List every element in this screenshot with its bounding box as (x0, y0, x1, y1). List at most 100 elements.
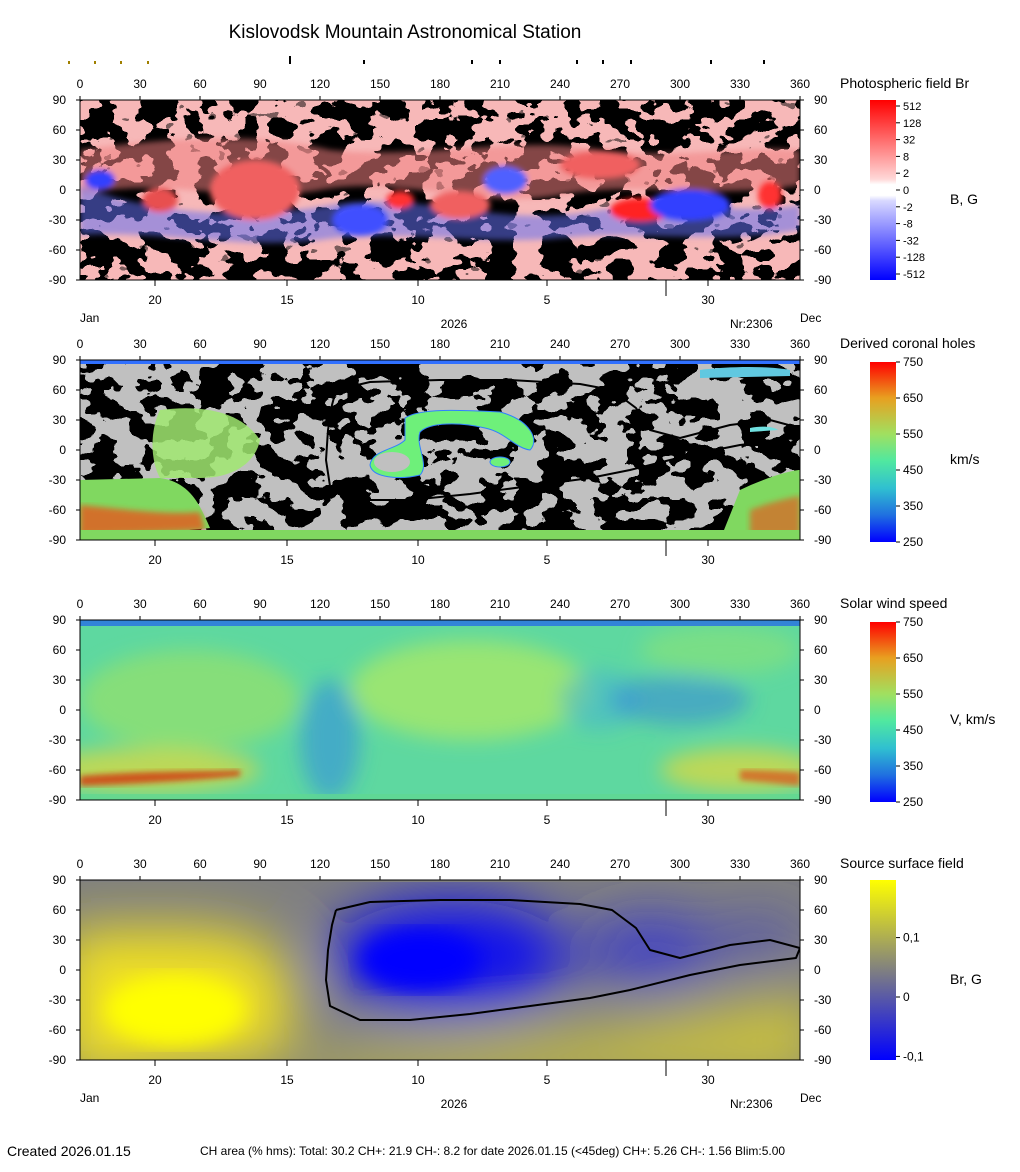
colorbar-unit: B, G (950, 191, 978, 207)
y-tick-label-right: -90 (814, 533, 832, 547)
x-tick-label: 300 (670, 337, 690, 351)
x-tick-label: 150 (370, 337, 390, 351)
y-tick-label-left: 0 (59, 183, 66, 197)
colorbar-tick-label: 32 (903, 135, 915, 147)
y-tick-label-right: 60 (814, 643, 828, 657)
y-tick-label-right: 60 (814, 123, 828, 137)
date-right-label: Dec (800, 311, 821, 325)
y-tick-label-right: 30 (814, 933, 828, 947)
x-tick-label: 60 (193, 597, 207, 611)
colorbar-unit: V, km/s (950, 711, 995, 727)
colorbar-source-surface (870, 880, 896, 1060)
colorbar-tick-label: 450 (903, 723, 923, 737)
date-tick-label: 30 (701, 553, 715, 567)
y-tick-label-right: 0 (814, 183, 821, 197)
y-tick-label-right: 60 (814, 383, 828, 397)
x-tick-label: 0 (77, 77, 84, 91)
solar-wind-speed-panel (80, 620, 800, 800)
colorbar-title: Solar wind speed (840, 595, 947, 611)
date-tick-label: 5 (544, 1073, 551, 1087)
date-tick-label: 5 (544, 553, 551, 567)
y-tick-label-right: 30 (814, 673, 828, 687)
y-tick-label-right: 0 (814, 703, 821, 717)
y-tick-label-left: -30 (49, 473, 67, 487)
colorbar-tick-label: 450 (903, 463, 923, 477)
y-tick-label-right: -90 (814, 1053, 832, 1067)
x-tick-label: 240 (550, 857, 570, 871)
date-tick-label: 15 (280, 1073, 294, 1087)
date-tick-label: 10 (411, 553, 425, 567)
date-tick-label: 15 (280, 553, 294, 567)
date-tick-label: 10 (411, 293, 425, 307)
x-tick-label: 270 (610, 337, 630, 351)
colorbar-tick-label: 750 (903, 615, 923, 629)
date-left-label: Jan (80, 1091, 99, 1105)
y-tick-label-left: 60 (53, 903, 67, 917)
colorbar-tick-label: 2 (903, 168, 909, 180)
date-tick-label: 20 (148, 1073, 162, 1087)
y-tick-label-left: -60 (49, 243, 67, 257)
y-tick-label-left: 90 (53, 93, 67, 107)
x-tick-label: 180 (430, 77, 450, 91)
colorbar-tick-label: 750 (903, 355, 923, 369)
y-tick-label-right: -30 (814, 473, 832, 487)
colorbar-tick-label: -2 (903, 202, 913, 214)
x-tick-label: 0 (77, 597, 84, 611)
date-tick-label: 5 (544, 293, 551, 307)
y-tick-label-left: 30 (53, 933, 67, 947)
x-tick-label: 120 (310, 337, 330, 351)
y-tick-label-left: -60 (49, 763, 67, 777)
colorbar-tick-label: 250 (903, 535, 923, 549)
colorbar-tick-label: 8 (903, 151, 909, 163)
x-tick-label: 240 (550, 337, 570, 351)
x-tick-label: 240 (550, 77, 570, 91)
y-tick-label-left: -90 (49, 533, 67, 547)
created-date: Created 2026.01.15 (7, 1143, 131, 1159)
source-surface-panel (80, 880, 800, 1060)
colorbar-tick-label: 0,1 (903, 931, 920, 945)
x-tick-label: 270 (610, 77, 630, 91)
date-tick-label: 20 (148, 293, 162, 307)
x-tick-label: 300 (670, 77, 690, 91)
x-tick-label: 270 (610, 857, 630, 871)
colorbar-field (870, 100, 896, 280)
y-tick-label-right: 90 (814, 353, 828, 367)
colorbar-tick-label: 128 (903, 118, 921, 130)
y-tick-label-left: 0 (59, 443, 66, 457)
x-tick-label: 330 (730, 77, 750, 91)
y-tick-label-left: -30 (49, 733, 67, 747)
y-tick-label-left: 90 (53, 353, 67, 367)
x-tick-label: 360 (790, 337, 810, 351)
date-tick-label: 15 (280, 293, 294, 307)
x-tick-label: 240 (550, 597, 570, 611)
colorbar-wind-speed (870, 622, 896, 802)
x-tick-label: 210 (490, 77, 510, 91)
colorbar-tick-label: -32 (903, 235, 919, 247)
x-tick-label: 30 (133, 77, 147, 91)
y-tick-label-left: 60 (53, 123, 67, 137)
rotation-number: Nr:2306 (730, 317, 773, 331)
top-date-markers (289, 56, 765, 64)
date-tick-label: 10 (411, 1073, 425, 1087)
x-tick-label: 150 (370, 77, 390, 91)
x-tick-label: 30 (133, 857, 147, 871)
y-tick-label-left: 60 (53, 643, 67, 657)
x-tick-label: 180 (430, 857, 450, 871)
x-tick-label: 300 (670, 857, 690, 871)
y-tick-label-right: 60 (814, 903, 828, 917)
colorbar-tick-label: -512 (903, 269, 925, 281)
neutral-line-contour (325, 899, 800, 1021)
colorbar-unit: km/s (950, 451, 980, 467)
x-tick-label: 360 (790, 597, 810, 611)
colorbar-tick-label: 512 (903, 101, 921, 113)
date-tick-label: 20 (148, 813, 162, 827)
x-tick-label: 270 (610, 597, 630, 611)
x-tick-label: 330 (730, 857, 750, 871)
x-tick-label: 0 (77, 337, 84, 351)
colorbar-title: Photospheric field Br (840, 75, 970, 91)
y-tick-label-left: 30 (53, 413, 67, 427)
